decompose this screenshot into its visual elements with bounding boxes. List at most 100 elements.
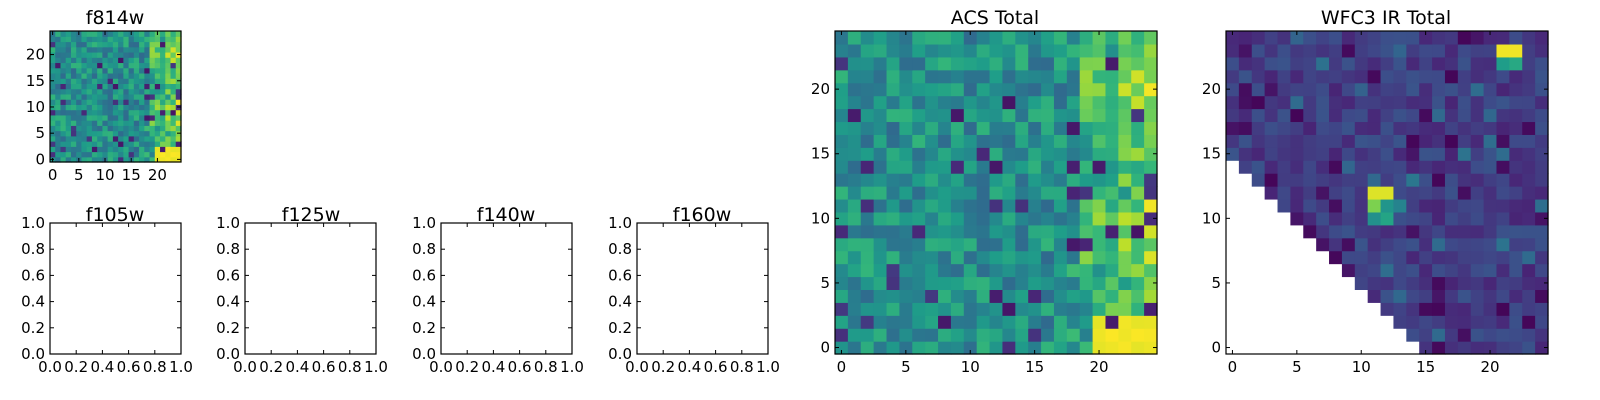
- heatmap-cell: [50, 46, 56, 53]
- heatmap-cell: [860, 263, 875, 278]
- heatmap-cell: [873, 121, 888, 135]
- heatmap-cell: [81, 46, 88, 53]
- heatmap-cell: [86, 46, 93, 53]
- heatmap-cell: [873, 56, 888, 71]
- heatmap-cell: [899, 186, 913, 200]
- heatmap-cell: [1053, 160, 1068, 174]
- heatmap-cell: [1496, 43, 1510, 58]
- heatmap-cell: [989, 341, 1004, 355]
- heatmap-cell: [107, 83, 114, 90]
- heatmap-cell: [1535, 250, 1549, 265]
- heatmap-cell: [70, 51, 77, 58]
- heatmap-cell: [86, 125, 93, 132]
- heatmap-cell: [76, 130, 83, 137]
- heatmap-cell: [1066, 263, 1081, 278]
- heatmap-cell: [97, 135, 103, 142]
- heatmap-cell: [139, 51, 145, 58]
- heatmap-cell: [1522, 328, 1536, 342]
- heatmap-cell: [149, 141, 156, 147]
- heatmap-cell: [70, 99, 77, 105]
- heatmap-cell: [1444, 211, 1459, 226]
- heatmap-cell: [154, 130, 161, 137]
- heatmap-cell: [97, 36, 103, 43]
- heatmap-cell: [81, 120, 88, 126]
- heatmap-cell: [1329, 69, 1343, 84]
- heatmap-cell: [912, 250, 926, 265]
- heatmap-cell: [76, 135, 83, 142]
- heatmap-cell: [1251, 95, 1266, 110]
- heatmap-cell: [50, 67, 56, 74]
- heatmap-cell: [170, 83, 177, 90]
- heatmap-cell: [149, 88, 156, 95]
- heatmap-cell: [102, 62, 109, 69]
- heatmap-cell: [112, 120, 119, 126]
- heatmap-cell: [1316, 95, 1330, 110]
- heatmap-cell: [1496, 95, 1510, 110]
- heatmap-cell: [76, 41, 83, 48]
- heatmap-cell: [170, 114, 177, 121]
- heatmap-cell: [912, 289, 926, 303]
- heatmap-cell: [139, 125, 145, 132]
- heatmap-cell: [1028, 211, 1042, 226]
- heatmap-cell: [1290, 108, 1304, 123]
- heatmap-cell: [950, 211, 965, 226]
- heatmap-cell: [1238, 160, 1253, 174]
- heatmap-cell: [1066, 43, 1081, 58]
- heatmap-cell: [950, 250, 965, 265]
- y-tick-label: 15: [26, 72, 45, 90]
- heatmap-cell: [1131, 224, 1145, 239]
- heatmap-cell: [1393, 95, 1407, 110]
- heatmap-cell: [950, 341, 965, 355]
- heatmap-cell: [1341, 224, 1356, 239]
- axes-f125w: [244, 222, 377, 355]
- heatmap-cell: [1144, 211, 1158, 226]
- heatmap-cell: [1277, 43, 1291, 58]
- heatmap-cell: [860, 250, 875, 265]
- heatmap-f814w: [50, 31, 182, 163]
- x-tick-label: 5: [1292, 358, 1302, 376]
- heatmap-cell: [112, 156, 119, 163]
- heatmap-cell: [1131, 276, 1145, 290]
- heatmap-cell: [873, 69, 888, 84]
- heatmap-cell: [1522, 276, 1536, 290]
- heatmap-cell: [1457, 82, 1472, 97]
- heatmap-cell: [835, 160, 849, 174]
- heatmap-cell: [1367, 31, 1382, 45]
- heatmap-cell: [925, 173, 939, 187]
- heatmap-cell: [963, 341, 978, 355]
- heatmap-cell: [1419, 186, 1433, 200]
- heatmap-cell: [1264, 56, 1279, 71]
- heatmap-cell: [1432, 134, 1446, 148]
- heatmap-cell: [912, 237, 926, 252]
- heatmap-cell: [1444, 263, 1459, 278]
- heatmap-cell: [165, 57, 172, 64]
- heatmap-cell: [165, 151, 172, 158]
- heatmap-cell: [55, 51, 62, 58]
- heatmap-cell: [76, 151, 83, 158]
- heatmap-cell: [912, 211, 926, 226]
- heatmap-cell: [1316, 237, 1330, 252]
- heatmap-cell: [81, 141, 88, 147]
- heatmap-cell: [873, 224, 888, 239]
- heatmap-cell: [128, 72, 135, 79]
- heatmap-cell: [144, 130, 151, 137]
- heatmap-cell: [1419, 134, 1433, 148]
- heatmap-cell: [1041, 198, 1055, 213]
- heatmap-cell: [133, 141, 140, 147]
- heatmap-cell: [102, 78, 109, 84]
- heatmap-cell: [118, 99, 124, 105]
- heatmap-cell: [873, 328, 888, 342]
- heatmap-cell: [1522, 289, 1536, 303]
- heatmap-cell: [1496, 250, 1510, 265]
- heatmap-cell: [123, 135, 130, 142]
- heatmap-cell: [144, 120, 151, 126]
- heatmap-cell: [1131, 108, 1145, 123]
- heatmap-cell: [1041, 69, 1055, 84]
- heatmap-cell: [1367, 108, 1382, 123]
- heatmap-cell: [912, 328, 926, 342]
- heatmap-cell: [1483, 121, 1498, 135]
- y-tick-label: 1.0: [608, 214, 632, 232]
- heatmap-cell: [1002, 173, 1016, 187]
- heatmap-cell: [1444, 328, 1459, 342]
- heatmap-cell: [925, 237, 939, 252]
